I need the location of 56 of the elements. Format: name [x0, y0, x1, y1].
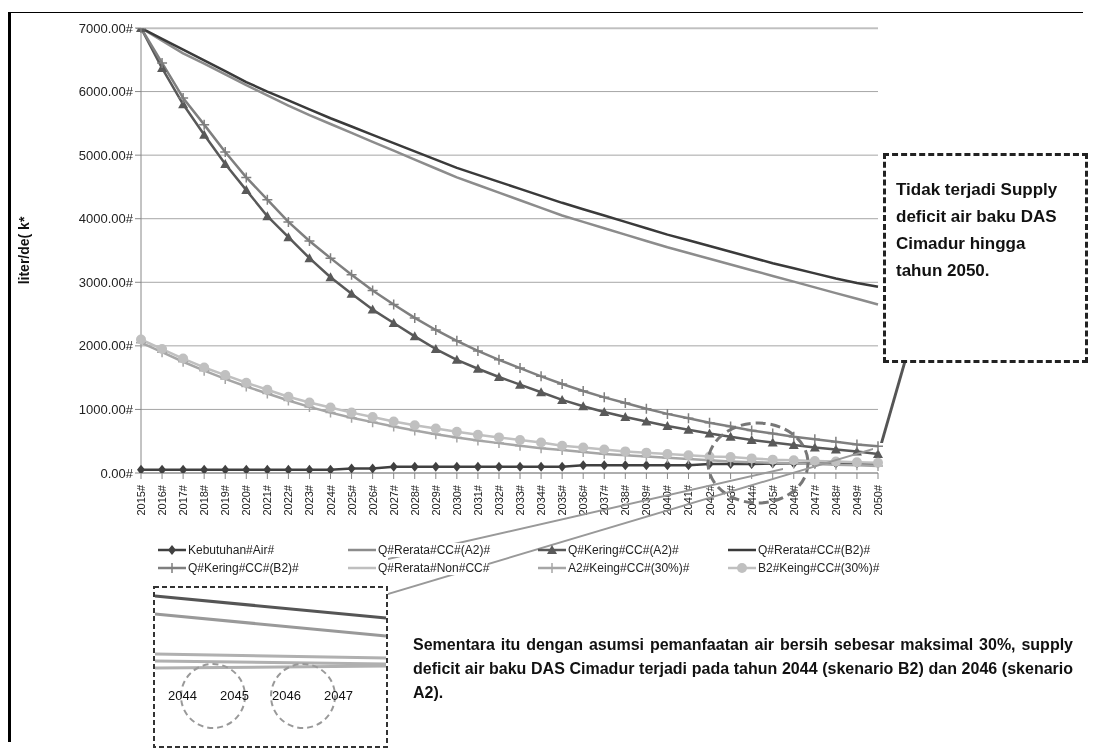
- x-tick-label: 2035#: [556, 484, 569, 516]
- x-tick-label: 2032#: [492, 484, 505, 516]
- x-tick-label: 2029#: [429, 484, 442, 516]
- x-tick-label: 2048#: [829, 484, 842, 516]
- x-tick-label: 2039#: [640, 484, 653, 516]
- x-tick-label: 2023#: [303, 484, 316, 516]
- text: 2045: [220, 688, 249, 703]
- legend-label: Q#Rerata#CC#(B2)#: [758, 543, 871, 557]
- x-tick-label: 2042#: [703, 484, 716, 516]
- x-tick-label: 2043#: [724, 484, 737, 516]
- x-tick-label: 2021#: [261, 484, 274, 516]
- x-tick-label: 2017#: [177, 484, 190, 516]
- x-tick-label: 2033#: [514, 484, 527, 516]
- x-tick-label: 2015#: [135, 484, 147, 516]
- legend-label: A2#Keing#CC#(30%)#: [568, 561, 690, 575]
- x-tick-label: 2016#: [156, 484, 169, 516]
- x-tick-label: 2036#: [577, 484, 590, 516]
- y-tick-label: 2000.00#: [78, 338, 134, 354]
- y-tick-label: 7000.00#: [78, 20, 134, 36]
- x-tick-label: 2044#: [745, 484, 758, 516]
- text: 2046: [272, 688, 301, 703]
- text: Tidak terjadi Supply deficit air baku DAS Cimadur hingga tahun 2050.: [896, 179, 1059, 282]
- legend-label: Q#Kering#CC#(B2)#: [188, 561, 299, 575]
- x-tick-label: 2034#: [535, 484, 548, 516]
- x-tick-label: 2047#: [808, 484, 821, 516]
- x-tick-label: 2019#: [219, 484, 232, 516]
- y-tick-label: 4000.00#: [78, 211, 134, 227]
- y-tick-label: 1000.00#: [78, 402, 134, 418]
- x-tick-label: 2028#: [408, 484, 421, 516]
- y-tick-label: 5000.00#: [78, 147, 134, 163]
- text: 2044: [168, 688, 197, 703]
- text: Sementara itu dengan asumsi pemanfaatan air bersih sebesar maksimal 30%, supply deficit air baku DAS Cimadur terjadi pada tahun 2044 (skenario B2) dan 2046 (skenario A2).: [413, 635, 1073, 703]
- x-tick-label: 2026#: [366, 484, 379, 516]
- legend-label: Kebutuhan#Air#: [188, 543, 275, 557]
- x-tick-label: 2022#: [282, 484, 295, 516]
- x-tick-label: 2045#: [766, 484, 779, 516]
- x-tick-label: 2018#: [198, 484, 211, 516]
- x-tick-label: 2024#: [324, 484, 337, 516]
- x-tick-label: 2020#: [240, 484, 253, 516]
- x-tick-label: 2050#: [872, 484, 884, 516]
- x-tick-label: 2038#: [619, 484, 632, 516]
- legend-label: Q#Rerata#CC#(A2)#: [378, 543, 491, 557]
- x-tick-label: 2037#: [598, 484, 611, 516]
- legend-label: Q#Rerata#Non#CC#: [378, 561, 490, 575]
- y-axis-title: liter/de( k*: [15, 216, 32, 285]
- y-tick-label: 3000.00#: [78, 274, 134, 290]
- x-tick-label: 2027#: [387, 484, 400, 516]
- y-tick-label: 0.00#: [100, 465, 134, 481]
- x-tick-label: 2031#: [471, 484, 484, 516]
- text: 2047: [324, 688, 353, 703]
- legend-label: Q#Kering#CC#(A2)#: [568, 543, 679, 557]
- x-tick-label: 2030#: [450, 484, 463, 516]
- x-tick-label: 2025#: [345, 484, 358, 516]
- legend-label: B2#Keing#CC#(30%)#: [758, 561, 880, 575]
- y-tick-label: 6000.00#: [78, 84, 134, 100]
- x-tick-label: 2049#: [850, 484, 863, 516]
